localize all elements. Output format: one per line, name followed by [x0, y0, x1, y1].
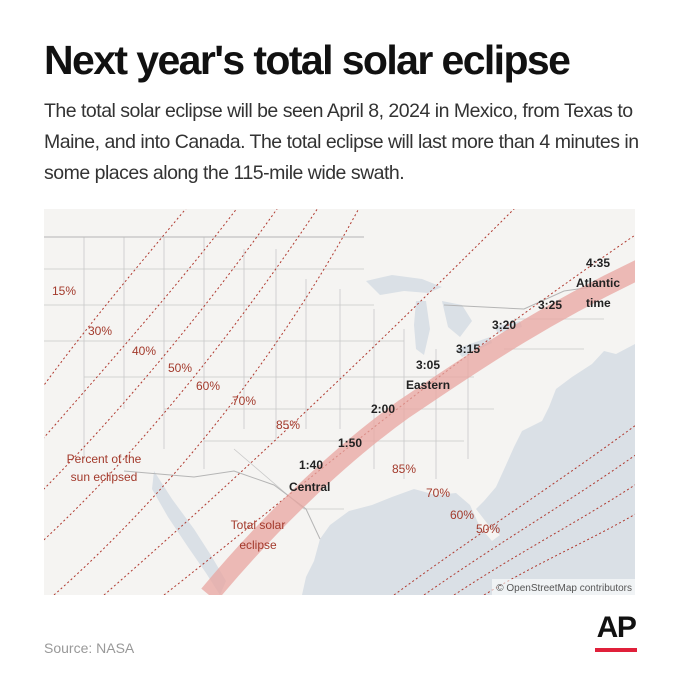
zone-label-atlantic: Atlantic — [576, 276, 620, 290]
path-annotation-line1: Total solar — [231, 518, 286, 532]
path-annotation-line2: eclipse — [239, 538, 277, 552]
state-borders — [44, 237, 604, 510]
percent-label-30: 30% — [88, 324, 112, 338]
time-label-3-05: 3:05 — [416, 358, 440, 372]
zone-label-time: time — [586, 296, 611, 310]
zone-labels: Central Eastern Atlantic time — [289, 276, 620, 494]
ap-logo: AP — [595, 612, 637, 656]
eclipse-map: 15% 30% 40% 50% 60% 70% 85% 85% 70% 60% … — [44, 209, 635, 595]
time-label-4-35: 4:35 — [586, 256, 610, 270]
time-label-3-15: 3:15 — [456, 342, 480, 356]
map-attribution: © OpenStreetMap contributors — [496, 583, 632, 594]
ap-logo-text: AP — [596, 611, 637, 644]
annotations: Percent of the sun eclipsed Total solar … — [67, 452, 286, 552]
page-title: Next year's total solar eclipse — [44, 37, 571, 83]
percent-label-85-north: 85% — [276, 418, 300, 432]
zone-label-central: Central — [289, 480, 330, 494]
percent-label-50-south: 50% — [476, 522, 500, 536]
percent-label-60: 60% — [196, 379, 220, 393]
percent-annotation-line1: Percent of the — [67, 452, 142, 466]
time-labels: 1:40 1:50 2:00 3:05 3:15 3:20 3:25 4:35 — [299, 256, 610, 472]
lake-erie — [456, 337, 492, 357]
percent-label-85-south: 85% — [392, 462, 416, 476]
percent-labels: 15% 30% 40% 50% 60% 70% 85% 85% 70% 60% … — [52, 284, 500, 536]
source-credit: Source: NASA — [44, 640, 135, 656]
eclipse-contours — [44, 209, 635, 595]
time-label-1-40: 1:40 — [299, 458, 323, 472]
totality-path — [201, 260, 635, 595]
percent-label-60-south: 60% — [450, 508, 474, 522]
us-canada-border — [44, 236, 593, 310]
lake-superior — [366, 275, 442, 295]
time-label-3-25: 3:25 — [538, 298, 562, 312]
percent-annotation-line2: sun eclipsed — [71, 470, 138, 484]
page-subtitle: The total solar eclipse will be seen Apr… — [44, 100, 639, 184]
us-mexico-border — [123, 470, 321, 540]
gulf-of-california — [152, 471, 226, 595]
ap-logo-bar — [595, 648, 637, 652]
lake-huron — [442, 301, 472, 337]
percent-label-70: 70% — [232, 394, 256, 408]
percent-label-70-south: 70% — [426, 486, 450, 500]
map-land — [44, 209, 635, 595]
zone-label-eastern: Eastern — [406, 378, 450, 392]
percent-label-40: 40% — [132, 344, 156, 358]
lake-michigan — [414, 301, 430, 355]
percent-label-15: 15% — [52, 284, 76, 298]
attribution-background — [492, 579, 635, 595]
time-label-3-20: 3:20 — [492, 318, 516, 332]
time-label-2-00: 2:00 — [371, 402, 395, 416]
time-label-1-50: 1:50 — [338, 436, 362, 450]
percent-label-50: 50% — [168, 361, 192, 375]
